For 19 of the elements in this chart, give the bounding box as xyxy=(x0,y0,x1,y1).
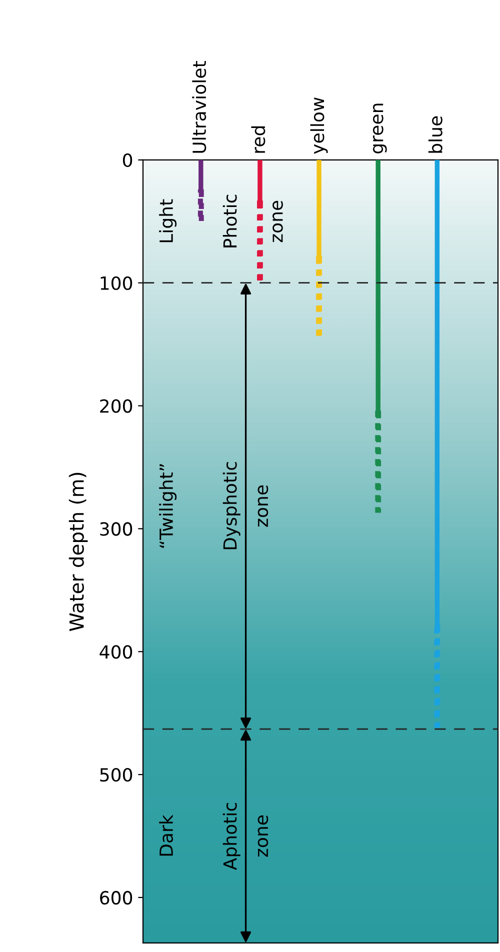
y-tick-label: 600 xyxy=(100,890,132,905)
y-tick-label: 500 xyxy=(100,768,132,782)
y-tick-label: 100 xyxy=(100,276,132,290)
annotation: Light xyxy=(159,199,177,242)
y-tick-label: 400 xyxy=(100,645,132,659)
annotation: “Twilight” xyxy=(159,464,177,548)
y-tick-label: 0 xyxy=(122,153,132,168)
y-axis-title: Water depth (m) xyxy=(68,472,88,632)
y-tick-label: 300 xyxy=(100,522,132,536)
annotation: Dark xyxy=(159,814,174,856)
x-tick-label: red xyxy=(251,126,266,153)
x-tick-label: yellow xyxy=(310,97,328,154)
y-tick-label: 200 xyxy=(100,399,132,413)
text: Photic zone xyxy=(222,194,283,248)
x-tick-label: Ultraviolet xyxy=(192,61,206,153)
annotation: Aphotic zone xyxy=(222,802,268,870)
annotation: Dysphotic zone xyxy=(222,462,268,550)
x-tick-label: green xyxy=(372,104,387,154)
x-tick-label: blue xyxy=(428,116,442,153)
